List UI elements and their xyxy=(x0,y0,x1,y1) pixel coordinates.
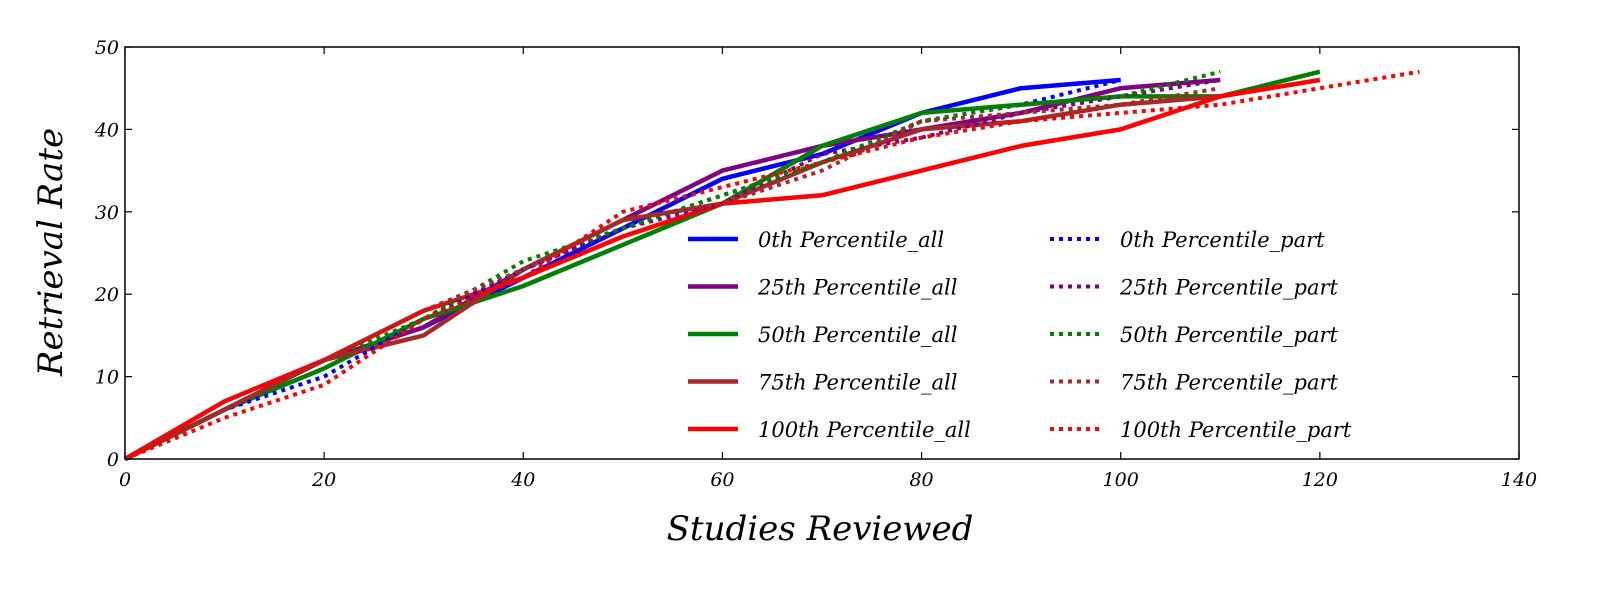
y-tick-label: 0 xyxy=(107,449,119,471)
legend-label-100th-percentile-all: 100th Percentile_all xyxy=(758,418,971,442)
axes: 0 20 40 60 80 100 120 140 0 10 20 30 40 50 xyxy=(94,37,1537,491)
legend-label-75th-percentile-all: 75th Percentile_all xyxy=(758,371,957,395)
plot-lines xyxy=(123,69,1420,462)
legend-label-25th-percentile-part: 25th Percentile_part xyxy=(1119,276,1339,300)
series-line-75th-percentile-part xyxy=(124,86,1221,461)
legend-label-50th-percentile-part: 50th Percentile_part xyxy=(1120,323,1339,347)
series-line-50th-percentile-all xyxy=(124,69,1321,462)
series-line-0th-percentile-part xyxy=(124,78,1122,461)
y-tick-label: 40 xyxy=(94,119,119,141)
series-line-25th-percentile-part xyxy=(124,78,1221,461)
x-tick-label: 20 xyxy=(311,469,336,491)
series-line-50th-percentile-part xyxy=(124,69,1221,461)
y-tick-label: 50 xyxy=(95,37,119,59)
series-line-0th-percentile-all xyxy=(124,77,1121,462)
legend-label-100th-percentile-part: 100th Percentile_part xyxy=(1120,418,1352,442)
x-tick-label: 120 xyxy=(1302,469,1338,491)
y-tick-label: 10 xyxy=(95,367,119,389)
legend-label-75th-percentile-part: 75th Percentile_part xyxy=(1120,371,1339,395)
y-tick-label: 30 xyxy=(95,202,119,224)
y-tick-label: 20 xyxy=(94,284,119,306)
x-tick-label: 60 xyxy=(710,469,734,491)
series-line-100th-percentile-all xyxy=(123,77,1321,461)
x-tick-label: 0 xyxy=(119,469,131,491)
x-tick-label: 80 xyxy=(909,469,933,491)
y-axis-label: Retrieval Rate xyxy=(31,128,71,377)
legend-label-25th-percentile-all: 25th Percentile_all xyxy=(757,276,957,300)
series-line-100th-percentile-part xyxy=(124,69,1420,461)
x-tick-label: 140 xyxy=(1501,469,1537,491)
x-axis-label: Studies Reviewed xyxy=(667,509,974,549)
plot-frame xyxy=(124,46,1520,460)
series-line-25th-percentile-all xyxy=(124,77,1221,462)
legend-label-50th-percentile-all: 50th Percentile_all xyxy=(758,323,957,347)
series-line-75th-percentile-all xyxy=(124,94,1221,462)
legend-label-0th-percentile-all: 0th Percentile_all xyxy=(758,228,944,252)
x-tick-label: 100 xyxy=(1103,469,1139,491)
legend: 0th Percentile_all 25th Percentile_all 50t… xyxy=(688,228,1352,442)
x-tick-label: 40 xyxy=(510,469,535,491)
legend-label-0th-percentile-part: 0th Percentile_part xyxy=(1120,228,1325,252)
